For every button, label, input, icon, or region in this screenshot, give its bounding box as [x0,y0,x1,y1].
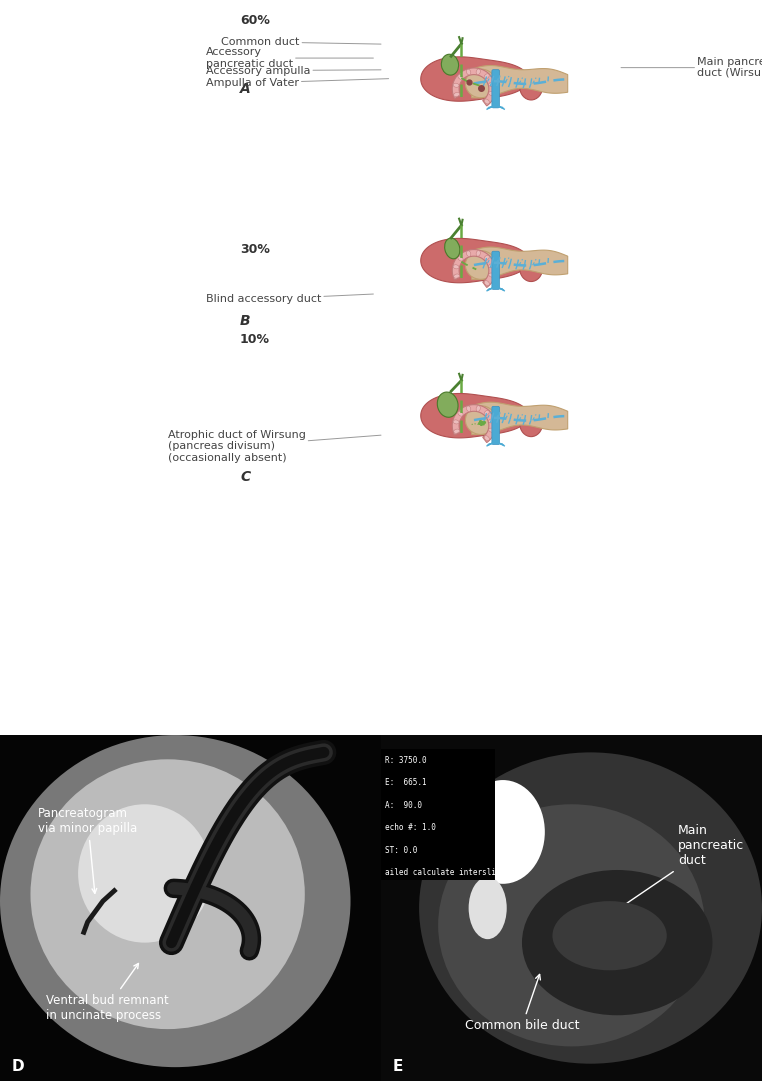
Ellipse shape [484,255,489,261]
Ellipse shape [485,99,489,104]
Polygon shape [472,66,568,97]
Text: Accessory
pancreatic duct: Accessory pancreatic duct [206,48,373,69]
Text: Main pancreatic
duct (Wirsung): Main pancreatic duct (Wirsung) [621,57,762,79]
Ellipse shape [484,74,489,79]
Ellipse shape [466,69,471,75]
Text: Accessory ampulla: Accessory ampulla [206,66,381,76]
Ellipse shape [520,410,543,437]
FancyBboxPatch shape [492,406,500,444]
Polygon shape [453,250,495,288]
Bar [381,749,495,880]
FancyBboxPatch shape [492,69,500,108]
Text: 60%: 60% [240,14,270,27]
Ellipse shape [453,265,459,269]
Text: Pancreatogram
via minor papilla: Pancreatogram via minor papilla [38,806,137,893]
Ellipse shape [488,428,495,432]
Text: B: B [240,313,251,328]
Polygon shape [453,404,495,442]
Polygon shape [421,239,529,283]
Ellipse shape [522,870,712,1015]
Ellipse shape [78,804,211,943]
Ellipse shape [488,82,495,86]
Ellipse shape [466,251,496,279]
Ellipse shape [466,69,496,97]
Ellipse shape [485,281,489,285]
Text: R: 3750.0: R: 3750.0 [385,756,427,764]
Text: E:  665.1: E: 665.1 [385,778,427,787]
Ellipse shape [30,759,305,1029]
Text: 30%: 30% [240,243,270,256]
Ellipse shape [458,411,463,416]
Ellipse shape [476,69,480,75]
Polygon shape [472,402,568,435]
Ellipse shape [469,877,507,939]
Ellipse shape [476,405,480,411]
Ellipse shape [453,83,459,88]
FancyBboxPatch shape [492,251,500,290]
Ellipse shape [520,74,543,99]
Text: Common bile duct: Common bile duct [465,974,579,1032]
Ellipse shape [552,902,667,971]
Text: Ventral bud remnant
in uncinate process: Ventral bud remnant in uncinate process [46,963,168,1022]
Ellipse shape [0,735,351,1067]
Ellipse shape [485,436,489,441]
Ellipse shape [453,273,459,278]
Ellipse shape [484,411,489,415]
Ellipse shape [488,273,495,277]
Ellipse shape [438,804,705,1046]
Polygon shape [421,57,529,102]
Ellipse shape [488,264,495,268]
Ellipse shape [453,419,459,424]
Ellipse shape [453,429,459,433]
Ellipse shape [458,75,463,79]
Text: E: E [392,1058,403,1073]
Text: 10%: 10% [240,333,270,346]
Text: C: C [240,470,250,484]
Text: Main
pancreatic
duct: Main pancreatic duct [613,825,744,912]
Ellipse shape [488,92,495,95]
Ellipse shape [419,752,762,1064]
Polygon shape [453,68,495,106]
Polygon shape [472,248,568,279]
Ellipse shape [453,93,459,96]
Ellipse shape [466,406,471,412]
Text: Atrophic duct of Wirsung
(pancreas divisum)
(occasionally absent): Atrophic duct of Wirsung (pancreas divis… [168,429,381,463]
Text: ST: 0.0: ST: 0.0 [385,845,417,855]
Text: Common duct: Common duct [221,37,381,46]
Polygon shape [421,393,529,438]
Ellipse shape [488,418,495,423]
Text: A: A [240,82,251,96]
Text: echo #: 1.0: echo #: 1.0 [385,824,436,832]
Ellipse shape [466,251,471,256]
Text: Ampulla of Vater: Ampulla of Vater [206,78,389,88]
Text: ailed calculate interslice gap: ailed calculate interslice gap [385,868,523,877]
Text: A:  90.0: A: 90.0 [385,801,422,810]
Ellipse shape [458,256,463,261]
Ellipse shape [441,54,459,75]
Ellipse shape [437,392,458,417]
Text: D: D [11,1058,24,1073]
Ellipse shape [476,251,480,256]
Ellipse shape [520,255,543,281]
Ellipse shape [466,405,496,435]
Text: Blind accessory duct: Blind accessory duct [206,294,373,304]
Ellipse shape [461,780,545,884]
Ellipse shape [445,238,459,258]
